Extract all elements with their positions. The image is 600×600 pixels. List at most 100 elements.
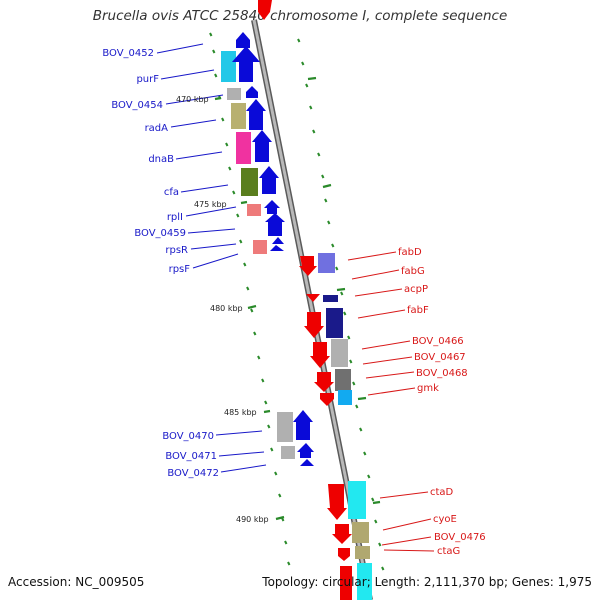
leader-line [218, 451, 265, 457]
tick-mark [270, 447, 274, 452]
gene-BOV_0472[interactable] [300, 459, 314, 466]
tick-mark [228, 166, 232, 171]
gene-BOV_0467[interactable] [314, 369, 351, 392]
tick-mark [355, 404, 359, 409]
tick-mark [267, 424, 271, 429]
tick-mark [264, 400, 268, 405]
tick-mark [214, 73, 218, 78]
leader-line [187, 228, 236, 234]
gene-gmk[interactable] [320, 390, 352, 406]
tick-mark [232, 190, 236, 195]
gene-label-BOV_0471[interactable]: BOV_0471 [165, 451, 217, 462]
kbp-label: 480 kbp [210, 304, 243, 313]
gene-rpsR[interactable] [253, 237, 284, 254]
tick-mark [287, 561, 291, 566]
tick-mark [225, 142, 229, 147]
major-tick [307, 76, 317, 81]
tick-mark [324, 198, 328, 203]
gene-fragment-top [258, 0, 272, 20]
leader-line [351, 269, 400, 280]
leader-line [215, 430, 263, 436]
leader-line [175, 151, 223, 160]
leader-line [192, 253, 239, 269]
gene-ctaG[interactable] [340, 563, 372, 600]
gene-cyoE[interactable] [332, 522, 369, 544]
gene-label-purF[interactable]: purF [136, 74, 159, 85]
tick-mark [359, 427, 363, 432]
gene-label-dnaB[interactable]: dnaB [148, 154, 174, 165]
gene-label-BOV_0472[interactable]: BOV_0472 [167, 468, 219, 479]
tick-mark [349, 359, 353, 364]
gene-fabF[interactable] [304, 308, 343, 338]
gene-label-rpsF[interactable]: rpsF [169, 264, 191, 275]
gene-label-BOV_0476[interactable]: BOV_0476 [434, 532, 486, 543]
tick-mark [305, 83, 309, 88]
gene-purF[interactable] [221, 46, 260, 82]
tick-mark [212, 49, 216, 54]
gene-BOV_0452[interactable] [236, 32, 250, 48]
gene-BOV_0454[interactable] [227, 86, 258, 100]
gene-BOV_0471[interactable] [281, 443, 314, 459]
gene-rpsF[interactable] [270, 245, 284, 251]
gene-BOV_0476[interactable] [338, 546, 370, 561]
kbp-label: 490 kbp [236, 515, 269, 524]
tick-mark [209, 32, 213, 37]
gene-label-BOV_0454[interactable]: BOV_0454 [111, 100, 163, 111]
leader-line [354, 288, 403, 297]
gene-label-ctaD[interactable]: ctaD [430, 487, 454, 498]
leader-line [180, 184, 229, 193]
leader-line [170, 119, 217, 128]
gene-radA[interactable] [231, 99, 266, 130]
gene-label-rpsR[interactable]: rpsR [165, 245, 188, 256]
tick-mark [236, 213, 240, 218]
tick-mark [253, 331, 257, 336]
tick-mark [278, 493, 282, 498]
gene-fabG[interactable] [306, 294, 338, 302]
gene-label-BOV_0467[interactable]: BOV_0467 [414, 352, 466, 363]
gene-fabD[interactable] [299, 253, 335, 276]
gene-label-cfa[interactable]: cfa [164, 187, 179, 198]
gene-label-BOV_0466[interactable]: BOV_0466 [412, 336, 464, 347]
tick-mark [343, 311, 347, 316]
gene-label-fabF[interactable]: fabF [407, 305, 429, 316]
major-tick [322, 183, 332, 189]
gene-labels: BOV_0452 purF BOV_0454 radA dnaB cfa rplI BOV_0… [102, 48, 485, 557]
tick-mark [340, 291, 344, 296]
gene-label-radA[interactable]: radA [145, 123, 169, 134]
tick-mark [352, 381, 356, 386]
gene-cfa[interactable] [241, 166, 279, 196]
tick-mark [309, 105, 313, 110]
accession-value: NC_009505 [75, 575, 145, 589]
tick-mark [371, 497, 375, 502]
kbp-labels: 470 kbp 475 kbp 480 kbp 485 kbp 490 kbp [176, 95, 269, 524]
gene-label-BOV_0470[interactable]: BOV_0470 [162, 431, 214, 442]
tick-mark [243, 262, 247, 267]
gene-label-cyoE[interactable]: cyoE [433, 514, 457, 525]
genes-label: Genes: [511, 575, 554, 589]
length-label: Length: [374, 575, 421, 589]
gene-label-BOV_0452[interactable]: BOV_0452 [102, 48, 154, 59]
tick-mark [378, 542, 382, 547]
gene-BOV_0459[interactable] [265, 213, 285, 236]
gene-label-acpP[interactable]: acpP [404, 284, 428, 295]
gene-label-rplI[interactable]: rplI [167, 212, 183, 223]
gene-BOV_0470[interactable] [277, 410, 313, 442]
gene-BOV_0466[interactable] [310, 339, 348, 368]
gene-label-ctaG[interactable]: ctaG [437, 546, 460, 557]
major-tick [214, 96, 222, 101]
length-value: 2,111,370 bp [423, 575, 504, 589]
tick-mark [327, 220, 331, 225]
gene-label-BOV_0468[interactable]: BOV_0468 [416, 368, 468, 379]
gene-dnaB[interactable] [236, 130, 272, 164]
gene-label-fabD[interactable]: fabD [398, 247, 422, 258]
topology-label: Topology: [262, 575, 319, 589]
tick-mark [335, 266, 339, 271]
gene-ctaD[interactable] [327, 481, 366, 520]
gene-label-gmk[interactable]: gmk [417, 383, 439, 394]
gene-label-BOV_0459[interactable]: BOV_0459 [134, 228, 186, 239]
tick-mark [246, 286, 250, 291]
kbp-label: 470 kbp [176, 95, 209, 104]
gene-label-fabG[interactable]: fabG [401, 266, 425, 277]
gene-rplI[interactable] [247, 200, 280, 216]
leader-line [220, 464, 267, 473]
